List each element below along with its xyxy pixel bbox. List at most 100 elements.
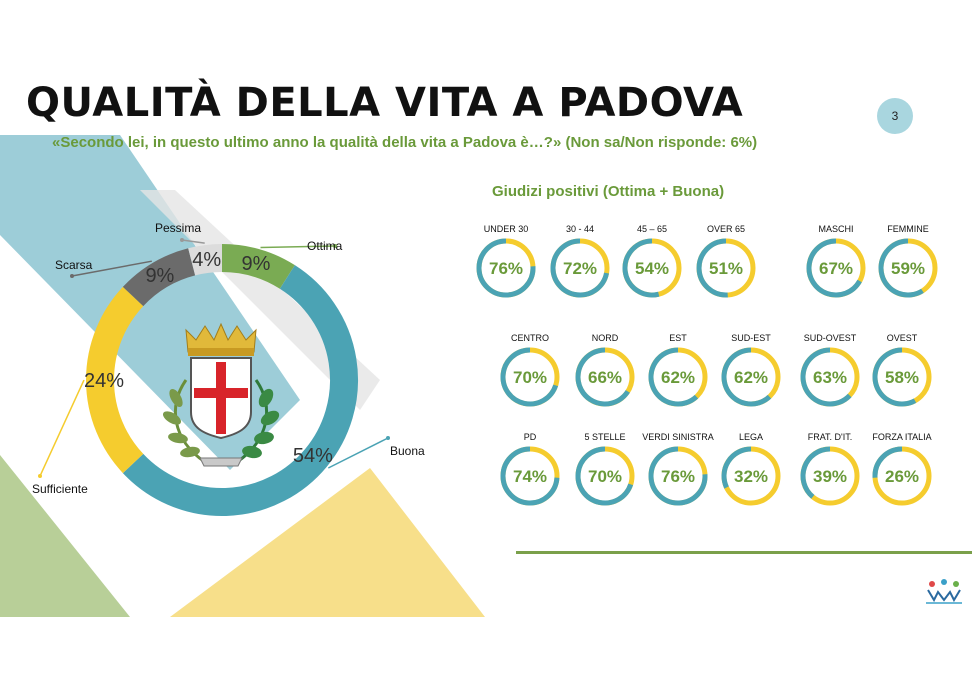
gauge-ovest: OVEST 58% — [862, 331, 942, 409]
gauge-forza-italia: FORZA ITALIA 26% — [862, 430, 942, 508]
donut-callout-dot-buona — [386, 436, 390, 440]
gauge-positive-arc — [500, 347, 559, 407]
gauge-value: 51% — [709, 259, 743, 278]
gauge-positive-arc — [872, 446, 903, 478]
gauge-ring: 54% — [622, 238, 682, 298]
donut-callout-dot-sufficiente — [38, 474, 42, 478]
gauge-value: 70% — [513, 368, 547, 387]
donut-callout-line-ottima — [260, 245, 336, 249]
gauge-value: 32% — [734, 467, 768, 486]
gauge-ring: 70% — [500, 347, 560, 407]
gauge-value: 54% — [635, 259, 669, 278]
gauge-ring: 63% — [800, 347, 860, 407]
gauge-ring: 66% — [575, 347, 635, 407]
gauge-value: 62% — [734, 368, 768, 387]
donut-callout-dot-ottima — [333, 244, 337, 248]
gauge-45-65: 45 – 65 54% — [612, 222, 692, 300]
donut-slice-sufficiente — [86, 286, 144, 474]
donut-slice-buona — [122, 265, 358, 516]
winpoll-logo-icon — [926, 579, 962, 604]
gauge-value: 67% — [819, 259, 853, 278]
gauge-centro: CENTRO 70% — [490, 331, 570, 409]
yellow-triangle — [170, 468, 485, 617]
gauge-ring: 76% — [476, 238, 536, 298]
gauge-positive-arc — [872, 347, 917, 407]
gauge-label: SUD-EST — [731, 333, 771, 343]
gauge-sud-est: SUD-EST 62% — [711, 331, 791, 409]
donut-callouts — [38, 238, 390, 478]
donut-category-label-buona: Buona — [390, 444, 425, 458]
gauge-ring: 72% — [550, 238, 610, 298]
gauge-ring: 26% — [872, 446, 932, 506]
donut-callout-dot-scarsa — [70, 274, 74, 278]
gauge-label: EST — [669, 333, 687, 343]
gauge-positive-arc — [648, 347, 699, 407]
donut-labels: 9% Ottima 54% Buona 24% Sufficiente 9% Scarsa 4%… — [32, 221, 425, 496]
donut-category-label-sufficiente: Sufficiente — [32, 482, 88, 496]
gauge-positive-arc — [500, 446, 560, 506]
donut-slices — [86, 244, 358, 516]
donut-value-label-buona: 54% — [293, 445, 333, 467]
gauge-ring: 74% — [500, 446, 560, 506]
donut-callout-line-pessima — [181, 239, 205, 244]
gauge-label: VERDI SINISTRA — [642, 432, 714, 442]
gauge-ring: 76% — [648, 446, 708, 506]
gauge-ring: 67% — [806, 238, 866, 298]
gauge-positive-arc — [878, 238, 924, 298]
positive-judgements-title: Giudizi positivi (Ottima + Buona) — [492, 183, 725, 200]
gauge-ring: 70% — [575, 446, 635, 506]
donut-value-label-sufficiente: 24% — [84, 370, 124, 392]
gauge-positive-arc — [575, 446, 634, 506]
divider-line — [516, 551, 972, 554]
gauge-sud-ovest: SUD-OVEST 63% — [790, 331, 870, 409]
gauge-ring: 62% — [648, 347, 708, 407]
gauge-under-30: UNDER 30 76% — [466, 222, 546, 300]
gauge-label: 45 – 65 — [636, 224, 668, 234]
gauge-label: FORZA ITALIA — [872, 432, 932, 442]
donut-slice-pessima — [188, 244, 223, 276]
gauge-ring: 59% — [878, 238, 938, 298]
gauge-5-stelle: 5 STELLE 70% — [565, 430, 645, 508]
gauge-pd: PD 74% — [490, 430, 570, 508]
gauge-label: FRAT. D'IT. — [807, 432, 853, 442]
donut-slice-ottima — [221, 244, 295, 290]
gauge-value: 39% — [813, 467, 847, 486]
gauge-label: UNDER 30 — [483, 224, 529, 234]
gauge-value: 66% — [588, 368, 622, 387]
gauge-nord: NORD 66% — [565, 331, 645, 409]
gauge-positive-arc — [721, 347, 772, 407]
gauge-value: 76% — [489, 259, 523, 278]
page-title: QUALITÀ DELLA VITA A PADOVA — [26, 80, 744, 126]
green-triangle — [0, 455, 130, 617]
gauge-positive-arc — [476, 238, 536, 298]
gauge-est: EST 62% — [638, 331, 718, 409]
gauge-value: 58% — [885, 368, 919, 387]
donut-value-label-ottima: 9% — [242, 253, 271, 275]
gauge-label: NORD — [591, 333, 619, 343]
gauge-30-44: 30 - 44 72% — [540, 222, 620, 300]
donut-category-label-scarsa: Scarsa — [55, 258, 93, 272]
gauge-label: PD — [523, 432, 537, 442]
gauge-value: 63% — [813, 368, 847, 387]
gauge-positive-arc — [575, 347, 630, 407]
gauge-value: 62% — [661, 368, 695, 387]
gauge-value: 70% — [588, 467, 622, 486]
donut-callout-dot-pessima — [180, 238, 184, 242]
donut-value-label-pessima: 4% — [192, 249, 221, 271]
gauge-label: 30 - 44 — [565, 224, 595, 234]
gauge-ring: 58% — [872, 347, 932, 407]
donut-category-label-pessima: Pessima — [155, 221, 201, 235]
donut-callout-line-sufficiente — [39, 379, 85, 477]
gauge-label: 5 STELLE — [584, 432, 626, 442]
gauge-verdi-sinistra: VERDI SINISTRA 76% — [638, 430, 718, 508]
gauge-maschi: MASCHI 67% — [796, 222, 876, 300]
gauge-ring: 32% — [721, 446, 781, 506]
donut-value-label-scarsa: 9% — [145, 265, 174, 287]
gauge-label: MASCHI — [818, 224, 854, 234]
gauge-label: SUD-OVEST — [803, 333, 857, 343]
gauge-positive-arc — [800, 446, 831, 499]
gauge-positive-arc — [550, 238, 609, 298]
gauge-lega: LEGA 32% — [711, 430, 791, 508]
gauge-positive-arc — [622, 238, 660, 298]
gauge-label: OVEST — [886, 333, 918, 343]
